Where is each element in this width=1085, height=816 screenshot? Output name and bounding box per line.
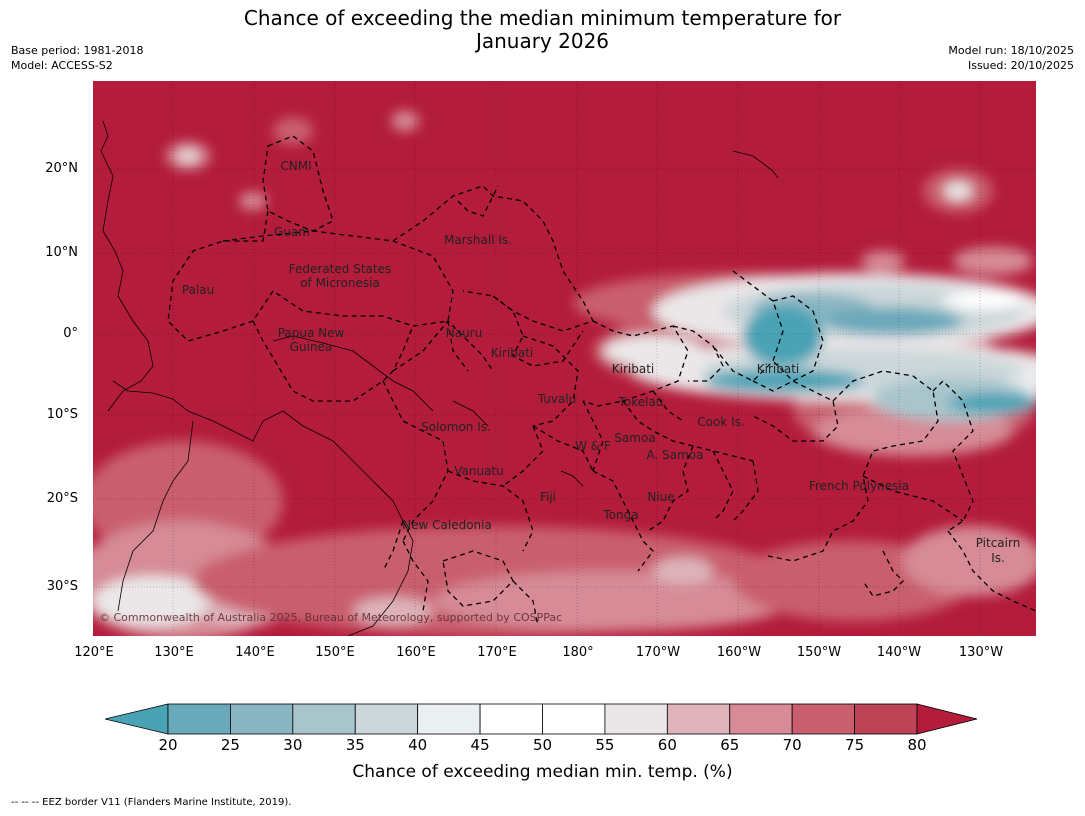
region-new-caledonia: New Caledonia <box>402 518 492 532</box>
lon-label-150e: 150°E <box>315 645 355 660</box>
lon-label-150w: 150°W <box>796 645 842 660</box>
colorbar-tick-label: 40 <box>408 736 428 754</box>
copyright-notice: © Commonwealth of Australia 2025, Bureau… <box>99 611 562 624</box>
colorbar-label: Chance of exceeding median min. temp. (%… <box>352 762 733 782</box>
lon-label-120e: 120°E <box>74 645 114 660</box>
lat-label-30s: 30°S <box>46 579 78 594</box>
region-fsm-line2: of Micronesia <box>300 276 380 290</box>
model-run: Model run: 18/10/2025 <box>948 44 1074 57</box>
colorbar-tick-label: 25 <box>220 736 240 754</box>
region-cook-islands: Cook Is. <box>697 415 744 429</box>
chart-title: Chance of exceeding the median minimum t… <box>0 7 1085 53</box>
eez-footnote: -- -- -- EEZ border V11 (Flanders Marine… <box>11 797 292 808</box>
region-vanuatu: Vanuatu <box>454 464 504 478</box>
coastlines <box>100 120 779 636</box>
lon-label-140e: 140°E <box>235 645 275 660</box>
colorbar-cells <box>167 703 918 735</box>
region-french-polynesia: French Polynesia <box>809 479 909 493</box>
meta-left: Base period: 1981-2018 Model: ACCESS-S2 <box>11 43 143 73</box>
lon-label-180: 180° <box>562 645 594 660</box>
region-kiribati-east: Kiribati <box>757 362 799 376</box>
lat-label-10s: 10°S <box>46 407 78 422</box>
colorbar <box>105 703 978 735</box>
region-fiji: Fiji <box>540 490 556 504</box>
lon-label-130w: 130°W <box>958 645 1004 660</box>
region-samoa: Samoa <box>614 431 655 445</box>
probability-map: CNMI Guam Marshall Is. Federated States … <box>93 81 1036 636</box>
colorbar-cell <box>854 703 918 735</box>
colorbar-cell <box>167 703 231 735</box>
region-marshall-islands: Marshall Is. <box>444 233 512 247</box>
lat-label-10n: 10°N <box>45 245 78 260</box>
colorbar-tick-label: 45 <box>470 736 490 754</box>
graticule <box>93 81 1036 636</box>
title-line-2: January 2026 <box>475 29 610 53</box>
colorbar-cell <box>230 703 294 735</box>
region-wallis-futuna: W & F <box>575 439 611 453</box>
colorbar-cell <box>542 703 606 735</box>
title-line-1: Chance of exceeding the median minimum t… <box>243 6 842 30</box>
region-tonga: Tonga <box>602 508 638 522</box>
colorbar-tick-label: 80 <box>907 736 927 754</box>
lon-label-140w: 140°W <box>876 645 922 660</box>
colorbar-cell <box>417 703 481 735</box>
colorbar-tick-label: 35 <box>345 736 365 754</box>
region-niue: Niue <box>647 490 674 504</box>
region-png-line1: Papua New <box>278 326 345 340</box>
region-labels: CNMI Guam Marshall Is. Federated States … <box>182 159 1020 565</box>
colorbar-cell <box>479 703 543 735</box>
colorbar-tick-label: 75 <box>845 736 865 754</box>
base-period: Base period: 1981-2018 <box>11 44 144 57</box>
colorbar-cell <box>604 703 668 735</box>
region-cnmi: CNMI <box>280 159 311 173</box>
colorbar-tick-label: 55 <box>595 736 615 754</box>
region-solomon-islands: Solomon Is. <box>421 420 491 434</box>
colorbar-tick-label: 60 <box>657 736 677 754</box>
colorbar-cell <box>354 703 419 735</box>
region-tokelau: Tokelau <box>618 395 664 409</box>
colorbar-cell <box>729 703 793 735</box>
colorbar-under-arrow <box>105 703 169 735</box>
region-guam: Guam <box>274 225 310 239</box>
lon-label-130e: 130°E <box>154 645 194 660</box>
region-fsm-line1: Federated States <box>289 262 391 276</box>
colorbar-cell <box>666 703 731 735</box>
lat-label-0: 0° <box>63 326 78 341</box>
region-kiribati-west: Kiribati <box>491 346 533 360</box>
colorbar-tick-label: 65 <box>720 736 740 754</box>
colorbar-tick-label: 20 <box>158 736 178 754</box>
colorbar-over-arrow <box>916 703 978 735</box>
colorbar-cell <box>791 703 855 735</box>
region-nauru: Nauru <box>446 326 482 340</box>
meta-right: Model run: 18/10/2025 Issued: 20/10/2025 <box>948 43 1074 73</box>
colorbar-tick-label: 70 <box>782 736 802 754</box>
region-kiribati-central: Kiribati <box>612 362 654 376</box>
region-palau: Palau <box>182 283 214 297</box>
region-pitcairn-line2: Is. <box>991 551 1005 565</box>
colorbar-tick-label: 30 <box>283 736 303 754</box>
region-american-samoa: A. Samoa <box>647 448 704 462</box>
colorbar-cell <box>292 703 356 735</box>
lon-label-160w: 160°W <box>716 645 762 660</box>
region-png-line2: Guinea <box>290 340 333 354</box>
region-tuvalu: Tuvalu <box>537 392 577 406</box>
lat-label-20s: 20°S <box>46 491 78 506</box>
lon-label-160e: 160°E <box>396 645 436 660</box>
lon-label-170w: 170°W <box>635 645 681 660</box>
region-pitcairn-line1: Pitcairn <box>976 536 1021 550</box>
issued-date: Issued: 20/10/2025 <box>967 59 1074 72</box>
lon-label-170e: 170°E <box>477 645 517 660</box>
eez-borders <box>167 135 1036 627</box>
lat-label-20n: 20°N <box>45 161 78 176</box>
model-name: Model: ACCESS-S2 <box>11 59 113 72</box>
colorbar-tick-label: 50 <box>532 736 553 754</box>
